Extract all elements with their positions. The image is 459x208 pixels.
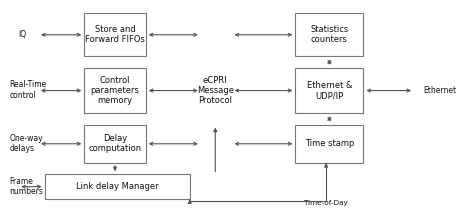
- FancyBboxPatch shape: [295, 68, 363, 113]
- FancyBboxPatch shape: [295, 125, 363, 163]
- Text: Delay
computation: Delay computation: [88, 134, 141, 154]
- Text: One-way
delays: One-way delays: [10, 134, 43, 153]
- Text: eCPRI
Message
Protocol: eCPRI Message Protocol: [196, 76, 233, 105]
- Text: Control
parameters
memory: Control parameters memory: [90, 76, 139, 105]
- Text: Real-Time
control: Real-Time control: [10, 80, 47, 100]
- Text: Link delay Manager: Link delay Manager: [76, 182, 158, 191]
- Text: Frame
numbers: Frame numbers: [10, 177, 43, 196]
- Text: Ethernet &
UDP/IP: Ethernet & UDP/IP: [306, 81, 352, 100]
- FancyBboxPatch shape: [45, 174, 190, 199]
- FancyBboxPatch shape: [295, 13, 363, 57]
- Text: IQ: IQ: [18, 30, 26, 39]
- Text: Time-of-Day: Time-of-Day: [303, 200, 347, 206]
- Text: Statistics
counters: Statistics counters: [310, 25, 348, 45]
- Text: Ethernet: Ethernet: [422, 86, 455, 95]
- FancyBboxPatch shape: [84, 125, 146, 163]
- Text: Store and
Forward FIFOs: Store and Forward FIFOs: [85, 25, 145, 45]
- FancyBboxPatch shape: [84, 13, 146, 57]
- Text: Time stamp: Time stamp: [304, 139, 353, 148]
- FancyBboxPatch shape: [84, 68, 146, 113]
